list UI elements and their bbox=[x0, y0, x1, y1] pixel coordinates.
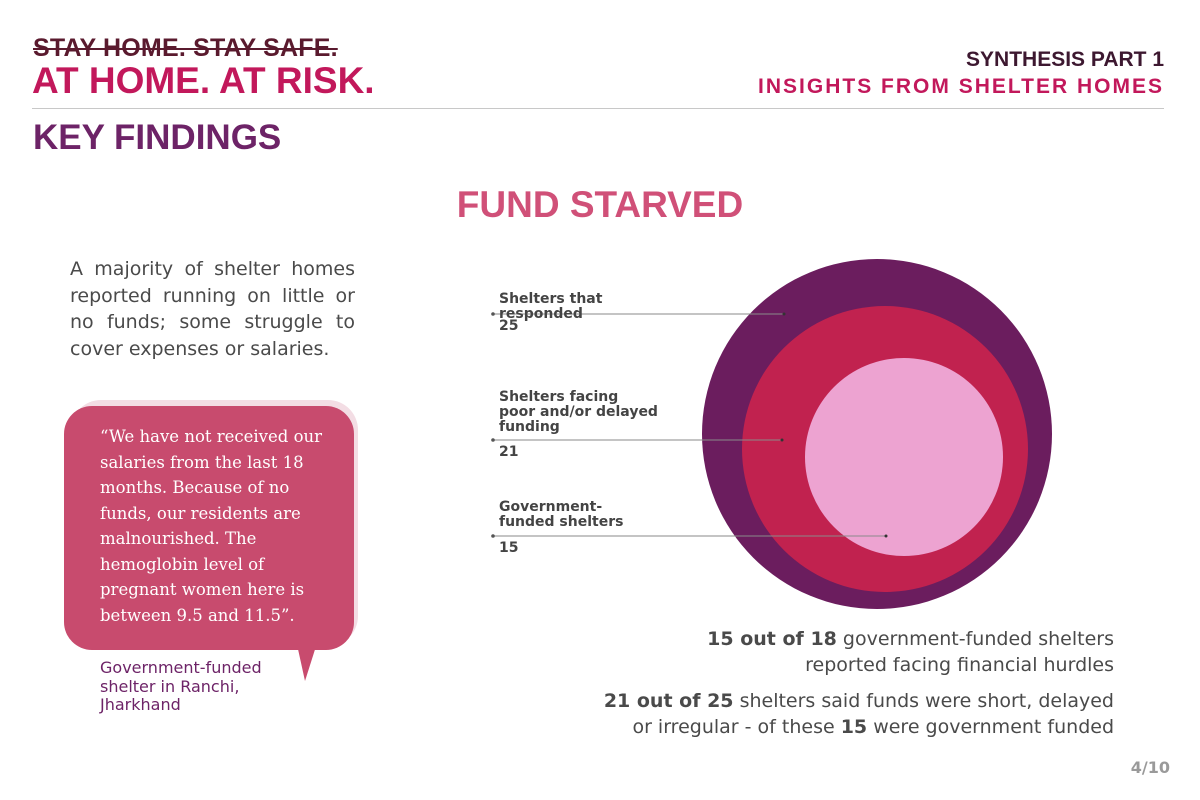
summary-2-highlight: 21 out of 25 bbox=[603, 690, 734, 712]
summary-1-text: government-funded shelters reported faci… bbox=[805, 628, 1114, 676]
quote-text: “We have not received our salaries from … bbox=[100, 427, 323, 625]
summary-2-text-2: were government funded bbox=[867, 716, 1114, 738]
synthesis-part-label: SYNTHESIS PART 1 bbox=[966, 48, 1164, 71]
summary-2-text: shelters said funds were short, delayed … bbox=[632, 690, 1114, 738]
value-poor-funding: 21 bbox=[499, 444, 519, 460]
section-title: KEY FINDINGS bbox=[33, 118, 282, 157]
label-responded: Shelters that responded bbox=[499, 291, 603, 322]
leader-end-responded bbox=[782, 312, 786, 316]
leader-dot-government bbox=[491, 534, 495, 538]
summary-statement-2: 21 out of 25 shelters said funds were sh… bbox=[594, 688, 1114, 740]
summary-1-highlight: 15 out of 18 bbox=[707, 628, 837, 650]
leader-dot-poor-funding bbox=[491, 438, 495, 442]
label-poor-funding: Shelters facing poor and/or delayed fund… bbox=[499, 389, 658, 435]
brand-tagline-strikethrough: STAY HOME. STAY SAFE. bbox=[33, 34, 338, 62]
intro-text: A majority of shelter homes reported run… bbox=[70, 258, 355, 360]
value-government: 15 bbox=[499, 540, 519, 556]
label-government: Government-funded shelters bbox=[499, 499, 624, 530]
panel-title: FUND STARVED bbox=[456, 184, 744, 225]
brand-title: AT HOME. AT RISK. bbox=[32, 60, 375, 101]
summary-2-highlight-2: 15 bbox=[840, 716, 868, 738]
circle-government-funded bbox=[805, 358, 1003, 556]
header-divider bbox=[32, 108, 1164, 109]
page-number: 4/10 bbox=[1130, 758, 1170, 777]
value-responded: 25 bbox=[499, 318, 519, 334]
leader-end-government bbox=[884, 534, 888, 538]
summary-statement-1: 15 out of 18 government-funded shelters … bbox=[694, 626, 1114, 678]
leader-dot-responded bbox=[491, 312, 495, 316]
quote-attribution: Government-funded shelter in Ranchi, Jha… bbox=[100, 658, 262, 714]
quote-bubble bbox=[64, 406, 354, 650]
leader-end-poor-funding bbox=[780, 438, 784, 442]
synthesis-subtitle: INSIGHTS FROM SHELTER HOMES bbox=[758, 75, 1164, 98]
